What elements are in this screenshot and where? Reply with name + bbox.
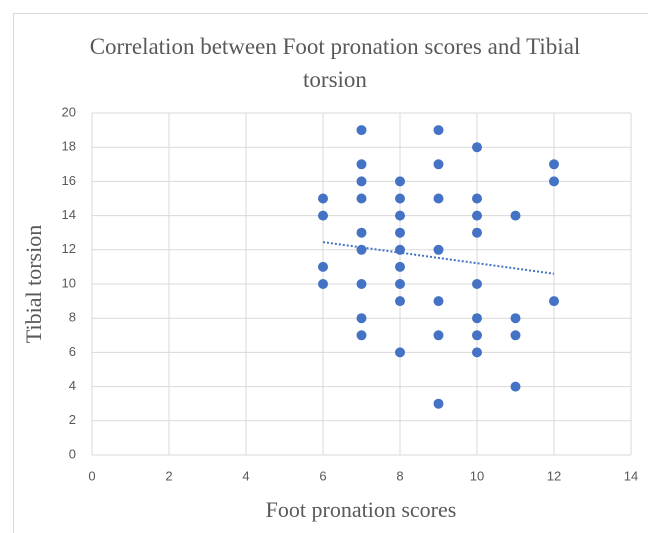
x-tick-label: 12 <box>547 468 561 483</box>
point <box>433 330 444 341</box>
x-tick-label: 14 <box>624 468 638 483</box>
point <box>433 159 444 170</box>
point <box>472 313 482 324</box>
y-tick-label: 18 <box>62 139 76 154</box>
point <box>318 279 328 289</box>
x-tick-label: 0 <box>88 468 95 483</box>
y-tick-label: 8 <box>69 310 76 325</box>
point <box>395 210 405 221</box>
point <box>356 244 367 255</box>
point <box>318 261 328 272</box>
point <box>510 210 521 221</box>
x-tick-label: 2 <box>165 468 172 483</box>
y-tick-label: 10 <box>62 275 76 290</box>
point <box>549 176 559 187</box>
point <box>433 125 444 136</box>
point <box>549 296 559 307</box>
y-tick-label: 4 <box>69 378 76 393</box>
point <box>510 330 521 341</box>
y-tick-label: 6 <box>69 344 76 359</box>
point <box>318 210 328 221</box>
trendline <box>322 241 555 275</box>
point <box>356 125 367 136</box>
point <box>395 193 405 204</box>
point <box>433 244 444 255</box>
point <box>395 296 405 307</box>
point <box>472 279 482 289</box>
point <box>356 330 367 341</box>
point <box>472 193 482 204</box>
point <box>356 193 367 204</box>
point <box>356 313 367 324</box>
point <box>356 176 367 187</box>
y-tick-label: 0 <box>69 446 76 461</box>
point <box>472 227 482 238</box>
point <box>356 227 367 238</box>
point <box>472 210 482 221</box>
y-axis-label: Tibial torsion <box>21 225 46 343</box>
y-tick-label: 12 <box>62 241 76 256</box>
y-tick-label: 14 <box>62 207 76 222</box>
point <box>472 330 482 341</box>
point <box>433 398 444 409</box>
point <box>395 261 405 272</box>
point <box>395 347 405 358</box>
x-tick-label: 8 <box>396 468 403 483</box>
y-tick-label: 20 <box>62 104 76 119</box>
point <box>510 313 521 324</box>
point <box>356 279 367 289</box>
point <box>356 159 367 170</box>
point <box>510 381 521 392</box>
point <box>395 227 405 238</box>
point <box>318 193 328 204</box>
point <box>472 142 482 153</box>
chart-title: Correlation between Foot pronation score… <box>89 34 581 92</box>
point <box>549 159 559 170</box>
chart-border <box>13 13 648 533</box>
x-tick-label: 10 <box>470 468 484 483</box>
point <box>395 176 405 187</box>
y-tick-label: 2 <box>69 412 76 427</box>
x-axis-label: Foot pronation scores <box>266 497 457 522</box>
point <box>433 296 444 307</box>
x-tick-label: 4 <box>242 468 249 483</box>
y-tick-label: 16 <box>62 173 76 188</box>
x-tick-label: 6 <box>319 468 326 483</box>
point <box>472 347 482 358</box>
point <box>395 279 405 289</box>
point <box>433 193 444 204</box>
